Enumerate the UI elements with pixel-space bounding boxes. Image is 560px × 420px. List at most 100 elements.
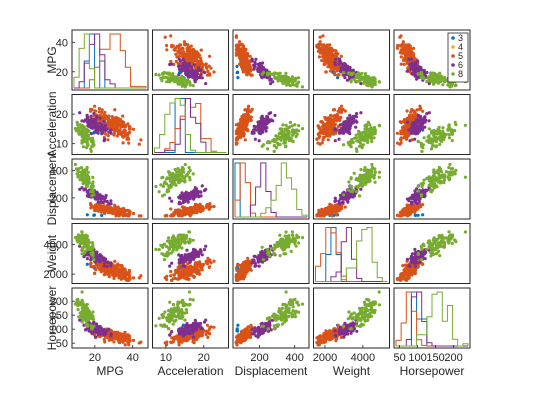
scatter-point-group-5 (96, 206, 100, 210)
scatter-point-group-3 (100, 213, 104, 217)
scatter-point-group-5 (318, 40, 322, 44)
scatter-point-group-6 (265, 75, 269, 79)
scatter-point-group-8 (266, 147, 270, 151)
scatter-point-group-5 (328, 210, 332, 214)
scatter-point-group-8 (447, 125, 451, 129)
scatter-point-group-8 (356, 139, 360, 143)
scatter-point-group-8 (360, 144, 364, 148)
histogram-group-5 (74, 33, 147, 89)
scatter-point-group-8 (371, 132, 375, 136)
scatter-point-group-8 (438, 71, 442, 75)
scatter-point-group-5 (240, 42, 244, 46)
scatter-point-group-8 (280, 134, 285, 139)
scatter-point-group-5 (249, 68, 253, 72)
scatter-point-group-5 (123, 209, 127, 213)
scatter-point-group-8 (360, 71, 364, 75)
scatter-point-group-5 (421, 203, 425, 207)
scatter-point-group-5 (121, 141, 125, 145)
scatter-point-group-5 (99, 110, 104, 114)
scatter-point-group-6 (338, 123, 343, 127)
scatter-point-group-5 (338, 208, 342, 212)
scatter-point-group-8 (429, 73, 433, 77)
scatter-point-group-6 (252, 124, 256, 128)
scatter-point-group-8 (174, 175, 178, 179)
scatter-point-group-8 (161, 75, 165, 80)
scatter-point-group-5 (120, 264, 124, 268)
scatter-point-group-5 (318, 35, 322, 39)
scatter-point-group-6 (193, 80, 197, 84)
scatter-point-group-5 (115, 128, 119, 133)
scatter-point-group-5 (405, 109, 409, 113)
scatter-point-group-8 (366, 140, 370, 144)
scatter-point-group-8 (447, 176, 451, 180)
scatter-point-group-5 (182, 40, 186, 44)
scatter-point-group-8 (84, 130, 88, 135)
scatter-point-group-5 (190, 207, 195, 211)
scatter-point-group-5 (239, 134, 243, 138)
scatter-point-group-5 (177, 54, 181, 59)
scatter-point-group-5 (329, 58, 333, 62)
scatter-point-group-5 (176, 61, 180, 65)
scatter-point-group-5 (96, 209, 100, 213)
scatter-point-group-8 (448, 162, 452, 167)
scatter-point-group-5 (116, 207, 120, 211)
scatter-point-group-6 (333, 127, 337, 131)
scatter-point-group-8 (444, 170, 448, 174)
scatter-point-group-6 (351, 68, 355, 72)
scatter-point-group-5 (323, 115, 327, 120)
scatter-point-group-5 (325, 44, 329, 48)
scatter-point-group-8 (176, 167, 180, 171)
scatter-point-group-6 (181, 57, 185, 61)
scatter-point-group-5 (328, 125, 332, 129)
scatter-point-group-8 (348, 72, 352, 76)
scatter-point-group-8 (360, 78, 364, 82)
scatter-point-group-8 (270, 139, 275, 143)
scatter-point-group-6 (177, 202, 181, 206)
scatter-point-group-5 (127, 137, 131, 141)
scatter-point-group-8 (174, 183, 178, 187)
scatter-point-group-8 (367, 80, 371, 84)
scatter-point-group-5 (335, 213, 339, 217)
scatter-point-group-8 (276, 141, 280, 145)
scatter-point-group-8 (181, 170, 185, 174)
scatter-point-group-5 (244, 68, 248, 72)
scatter-point-group-8 (82, 173, 86, 177)
scatter-point-group-8 (441, 129, 445, 133)
scatter-point-group-6 (168, 196, 172, 200)
scatter-point-group-6 (94, 118, 98, 122)
scatter-point-group-5 (97, 107, 101, 111)
scatter-point-group-6 (89, 132, 93, 136)
scatter-point-group-6 (415, 118, 419, 122)
scatter-point-group-5 (408, 44, 412, 48)
scatter-point-group-8 (454, 123, 458, 127)
scatter-point-group-8 (354, 147, 359, 151)
scatter-point-group-8 (359, 137, 363, 141)
scatter-point-group-5 (113, 203, 117, 207)
scatter-point-group-6 (410, 71, 415, 75)
scatter-point-group-6 (359, 187, 363, 191)
scatter-point-group-6 (269, 82, 273, 86)
scatter-point-group-6 (177, 195, 181, 199)
scatter-point-group-8 (352, 136, 356, 140)
scatter-point-group-8 (173, 167, 177, 172)
scatter-point-group-6 (265, 126, 269, 130)
scatter-point-group-5 (401, 58, 405, 63)
scatter-point-group-8 (284, 134, 288, 138)
scatter-point-group-5 (128, 276, 132, 280)
scatter-point-group-8 (166, 189, 171, 193)
scatter-point-group-6 (264, 120, 268, 124)
scatter-point-group-5 (396, 141, 400, 145)
scatter-point-group-8 (295, 84, 299, 88)
scatter-point-group-5 (174, 210, 178, 215)
scatter-point-group-6 (250, 131, 254, 135)
scatter-point-group-6 (261, 61, 265, 65)
scatter-point-group-6 (109, 264, 113, 268)
scatter-point-group-5 (93, 209, 97, 213)
scatter-point-group-6 (78, 111, 82, 115)
scatter-point-group-6 (346, 200, 350, 204)
scatter-point-group-5 (204, 205, 208, 209)
scatter-point-group-6 (96, 131, 100, 135)
scatter-point-group-6 (183, 60, 187, 64)
scatter-point-group-5 (195, 203, 199, 207)
